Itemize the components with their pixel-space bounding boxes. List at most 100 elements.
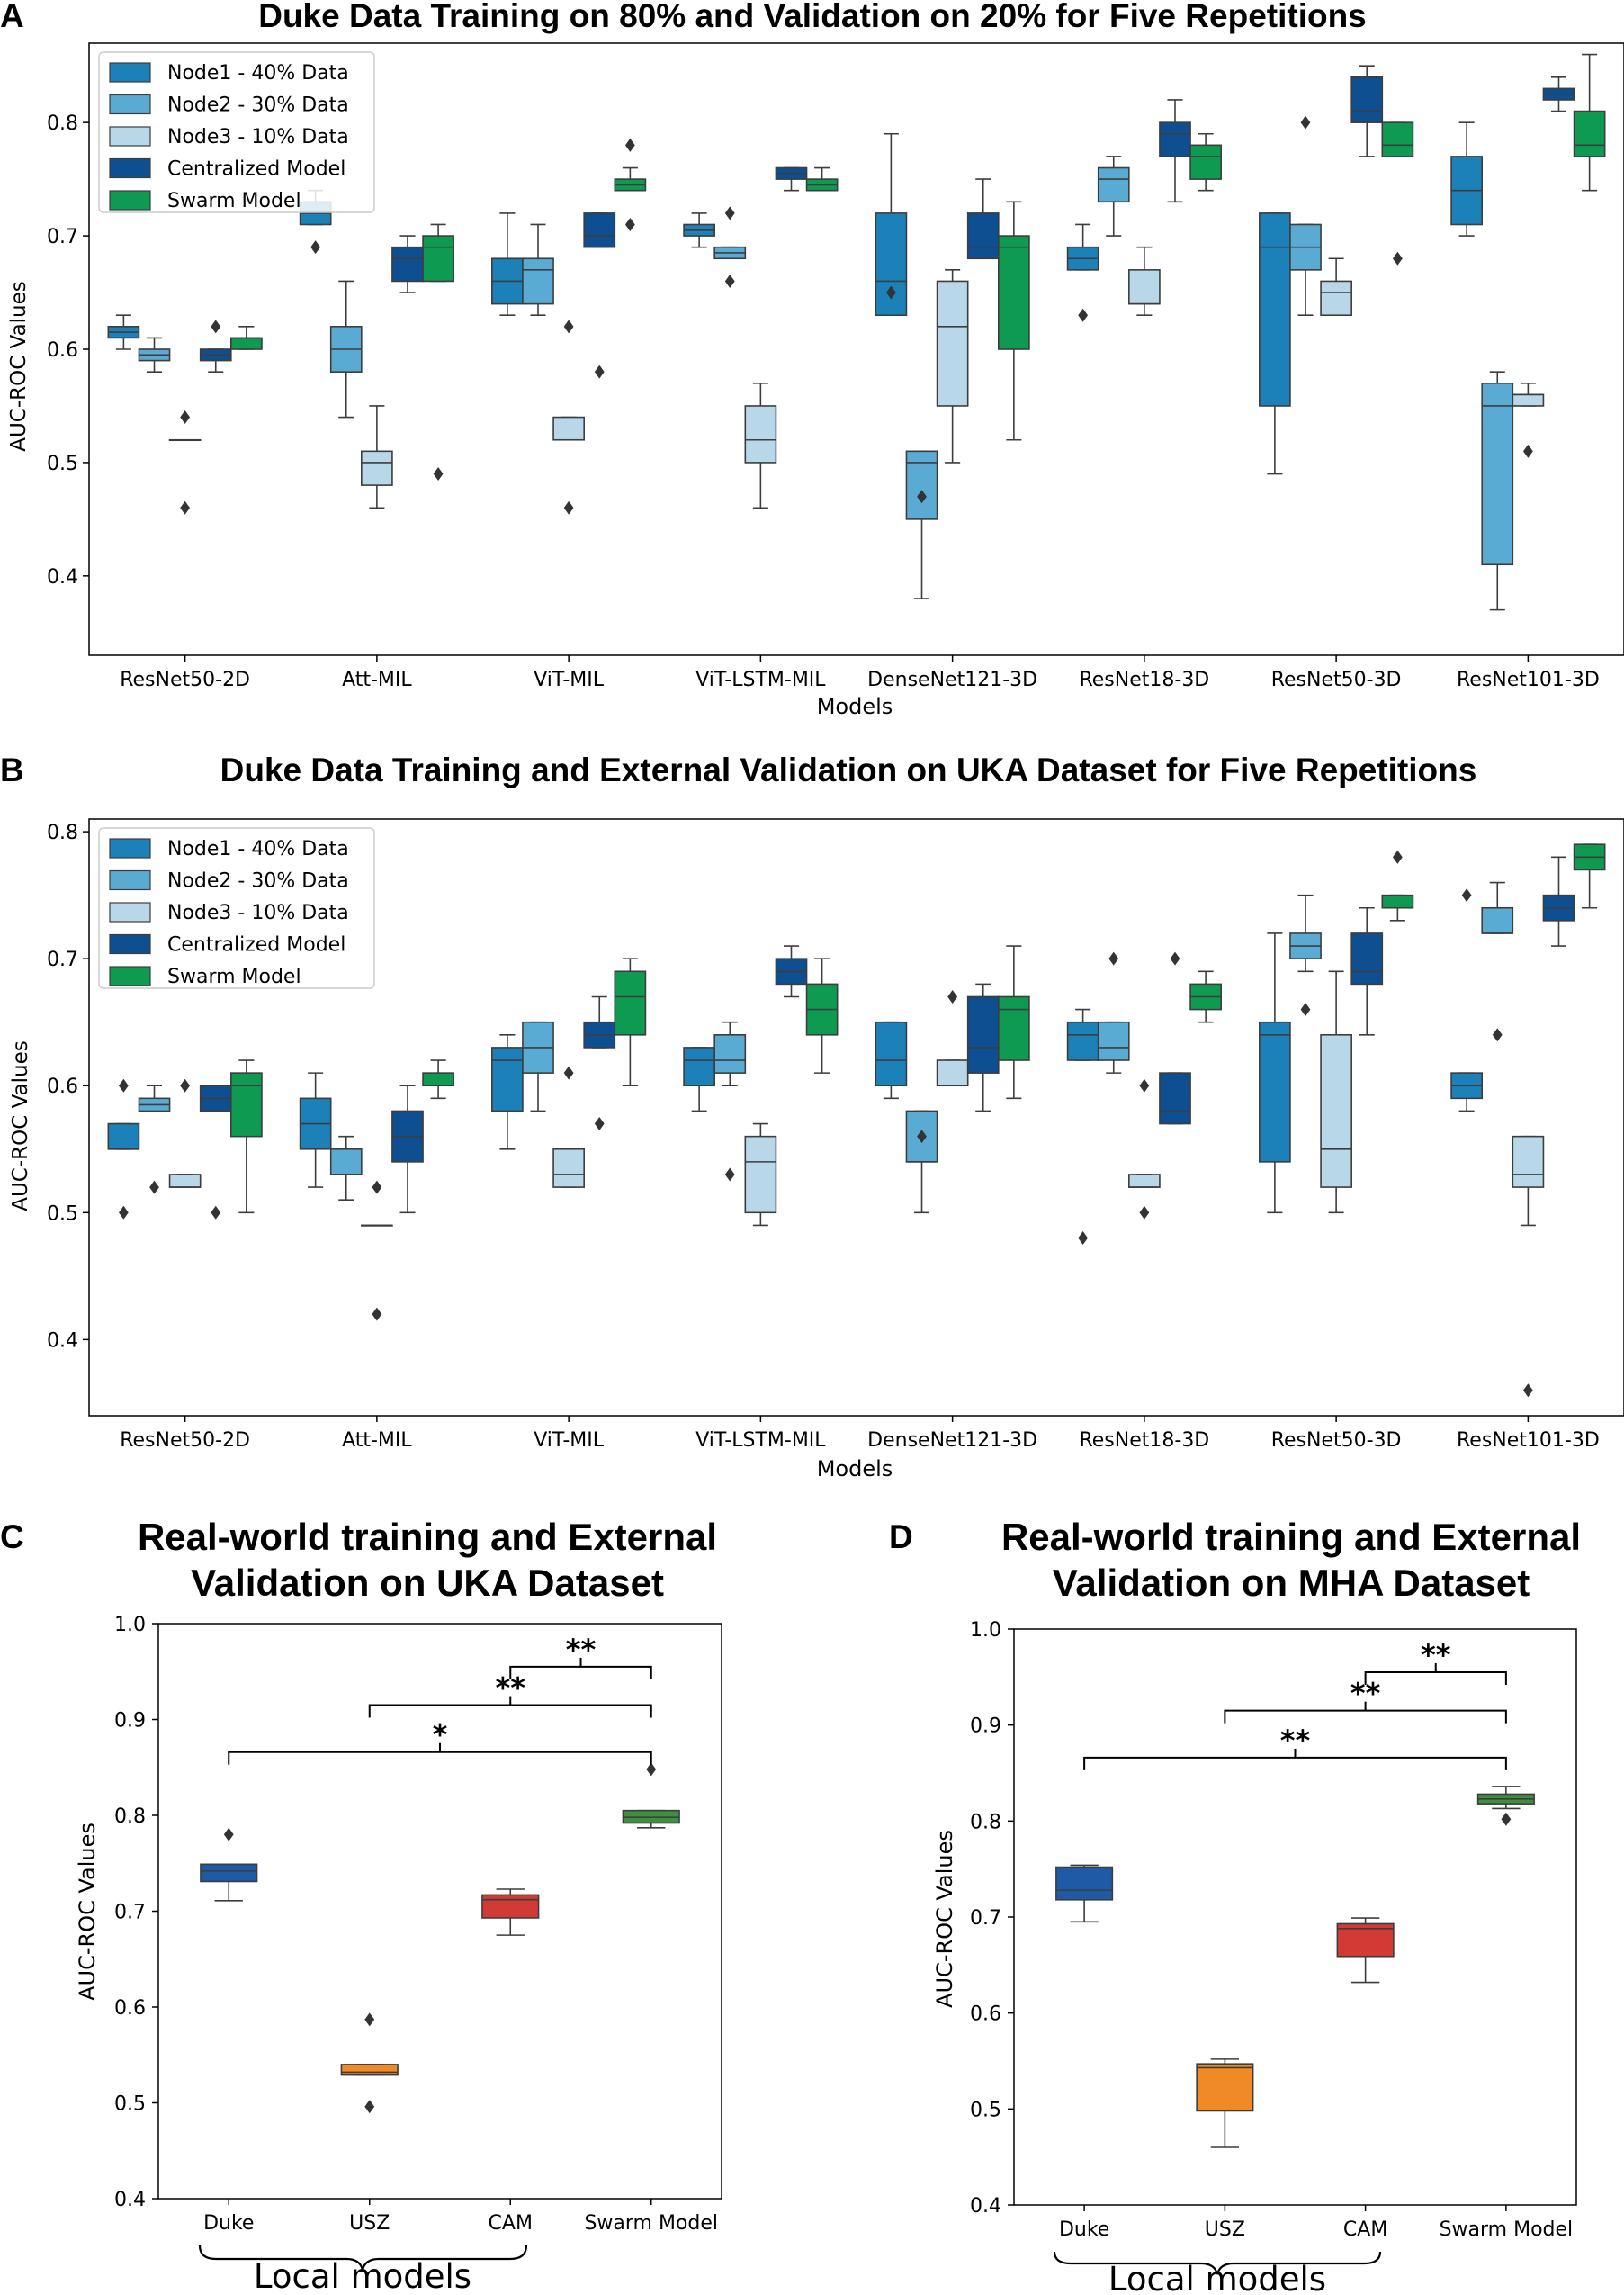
panel-a-xtick-label-3: ViT-LSTM-MIL (695, 669, 826, 691)
panel-b-legend-swatch-0 (109, 838, 151, 859)
panel-c-box-3-outlier-0 (646, 1762, 657, 1777)
panel-a-cat-3-series-1-outlier-0 (724, 206, 735, 220)
panel-letter-b: B (0, 752, 24, 788)
panel-b-cat-0-series-2-outlier-0 (180, 1078, 191, 1093)
panel-a-cat-6-series-4-box (1381, 122, 1414, 158)
panel-c-ytick-label-0: 0.4 (114, 2189, 146, 2211)
panel-b-cat-6-series-3-box (1350, 932, 1384, 986)
panel-b-legend-swatch-1 (109, 869, 151, 891)
panel-a-cat-2-series-2-box (552, 416, 585, 441)
panel-a-cat-7-series-2-outlier-0 (1522, 444, 1533, 458)
panel-b-cat-1-series-2-outlier-1 (372, 1307, 382, 1321)
panel-b-cat-5-series-1-outlier-0 (1108, 951, 1119, 966)
panel-a-cat-2-series-3-box (583, 212, 616, 248)
panel-b-cat-5-series-2-outlier-1 (1139, 1205, 1150, 1220)
panel-b-cat-5-series-0-outlier-0 (1078, 1231, 1089, 1246)
panel-a-cat-0-series-4-box (230, 337, 263, 350)
panel-a-ytick-label-1: 0.5 (47, 453, 78, 475)
panel-b-legend-label-1: Node2 - 30% Data (167, 870, 349, 893)
panel-c-box-2-box (481, 1894, 540, 1919)
panel-a-cat-4-series-3-box (966, 212, 1000, 260)
panel-d-significance-bracket-0 (1364, 1671, 1507, 1685)
panel-d-box-0-box (1055, 1866, 1114, 1901)
panel-b-cat-7-series-1-outlier-0 (1492, 1028, 1503, 1042)
panel-b-cat-6-series-4-outlier-0 (1392, 850, 1403, 864)
panel-a-cat-1-series-4-outlier-0 (433, 467, 444, 482)
panel-b-cat-4-series-3-box (966, 995, 1000, 1074)
panel-d: D Real-world training and External Valid… (889, 1516, 1581, 2295)
panel-d-box-3-outlier-0 (1501, 1812, 1512, 1826)
panel-b-cat-2-series-0-box (491, 1047, 524, 1112)
panel-c-ytick-label-3: 0.7 (114, 1902, 146, 1924)
panel-a-cat-6-series-4-outlier-0 (1392, 251, 1403, 266)
panel-d-significance-bracket-1 (1224, 1709, 1507, 1724)
panel-a-cat-6-series-2-box (1320, 280, 1352, 317)
panel-c-ytick-label-4: 0.8 (114, 1805, 146, 1828)
panel-b-cat-4-series-0-box (875, 1021, 908, 1087)
panel-d-ytick-label-5: 0.9 (970, 1715, 1001, 1738)
panel-b-cat-2-series-2-outlier-0 (563, 1066, 574, 1080)
panel-a-cat-5-series-3-box (1159, 122, 1191, 158)
panel-b-cat-3-series-2-box (744, 1135, 777, 1214)
panel-a-legend-swatch-0 (109, 62, 151, 83)
panel-b-ylabel: AUC-ROC Values (9, 1040, 32, 1211)
panel-b-cat-1-series-2-outlier-0 (372, 1180, 382, 1194)
panel-a-cat-6-series-3-box (1350, 76, 1384, 123)
panel-a-cat-2-series-3-outlier-0 (594, 364, 605, 379)
panel-a-legend-label-0: Node1 - 40% Data (167, 62, 349, 85)
panel-b-cat-3-series-1-box (713, 1034, 747, 1074)
panel-b-cat-6-series-4-box (1381, 894, 1414, 909)
panel-a-xtick-label-0: ResNet50-2D (120, 669, 250, 691)
panel-b-cat-0-series-0-box (107, 1122, 140, 1150)
panel-a-cat-2-series-2-outlier-0 (563, 320, 574, 334)
panel-a-legend-label-3: Centralized Model (167, 158, 345, 181)
panel-b-title: Duke Data Training and External Validati… (220, 752, 1477, 788)
panel-d-group-label: Local models (1108, 2260, 1326, 2295)
panel-c-box-1-box (340, 2064, 399, 2076)
panel-d-ytick-label-3: 0.7 (970, 1907, 1001, 1930)
panel-c-title-line-1: Real-world training and External (138, 1516, 717, 1558)
panel-c-local-models-brace (198, 2245, 528, 2271)
panel-b-cat-0-series-0-outlier-0 (118, 1078, 129, 1093)
panel-b-ytick-label-0: 0.4 (47, 1329, 78, 1352)
panel-d-significance-label-2: ** (1280, 1724, 1311, 1758)
panel-b-cat-5-series-1-box (1097, 1021, 1130, 1061)
panel-d-significance-label-1: ** (1350, 1677, 1381, 1711)
panel-a-cat-3-series-1-outlier-1 (724, 274, 735, 288)
panel-c-xtick-label-1: USZ (349, 2212, 390, 2235)
panel-c-significance-bracket-2 (228, 1750, 652, 1765)
panel-a-cat-7-series-4-box (1573, 110, 1606, 158)
panel-b-xtick-label-3: ViT-LSTM-MIL (695, 1429, 826, 1452)
panel-c-significance-bracket-1 (368, 1704, 652, 1718)
panel-a-cat-6-series-1-outlier-0 (1300, 115, 1311, 130)
panel-c-ylabel: AUC-ROC Values (75, 1822, 100, 2001)
panel-d-ytick-label-2: 0.6 (970, 2003, 1001, 2026)
panel-a-xtick-label-1: Att-MIL (342, 669, 412, 691)
panel-a-cat-5-series-4-box (1189, 144, 1222, 180)
panel-b-cat-0-series-3-outlier-0 (211, 1205, 221, 1220)
panel-b-cat-4-series-2-box (936, 1059, 969, 1087)
panel-a-cat-1-series-3-box (391, 246, 424, 283)
panel-c-title-line-2: Validation on UKA Dataset (191, 1562, 664, 1604)
panel-c-significance-label-1: ** (496, 1671, 526, 1706)
panel-a-cat-4-series-4-box (998, 235, 1030, 350)
panel-d-ytick-label-4: 0.8 (970, 1811, 1001, 1833)
panel-b-cat-5-series-2-box (1128, 1174, 1161, 1188)
panel-a-legend-swatch-3 (109, 158, 151, 179)
panel-d-local-models-brace (1053, 2251, 1382, 2275)
panel-a-cat-2-series-1-box (522, 257, 554, 305)
panel-c-xtick-label-0: Duke (203, 2212, 254, 2235)
panel-a-cat-5-series-0-outlier-0 (1078, 308, 1089, 322)
panel-c-ytick-label-2: 0.6 (114, 1997, 146, 2020)
panel-d-xtick-label-1: USZ (1205, 2218, 1245, 2241)
panel-b-legend-swatch-4 (109, 966, 151, 986)
panel-b-cat-7-series-0-outlier-0 (1461, 888, 1472, 903)
panel-b-cat-4-series-4-box (998, 995, 1030, 1061)
panel-a-legend: Node1 - 40% Data Node2 - 30% Data Node3 - … (98, 51, 375, 213)
panel-d-plot: 0.4 0.5 0.6 0.7 0.8 0.9 1.0 Duke USZ CAM Swarm Mod… (970, 1619, 1577, 2241)
panel-letter-d: D (889, 1518, 913, 1555)
panel-a-cat-2-series-4-outlier-1 (624, 217, 635, 231)
panel-d-ytick-label-6: 1.0 (970, 1619, 1001, 1642)
panel-d-xtick-label-2: CAM (1343, 2218, 1387, 2241)
panel-b-cat-0-series-4-box (230, 1072, 263, 1138)
